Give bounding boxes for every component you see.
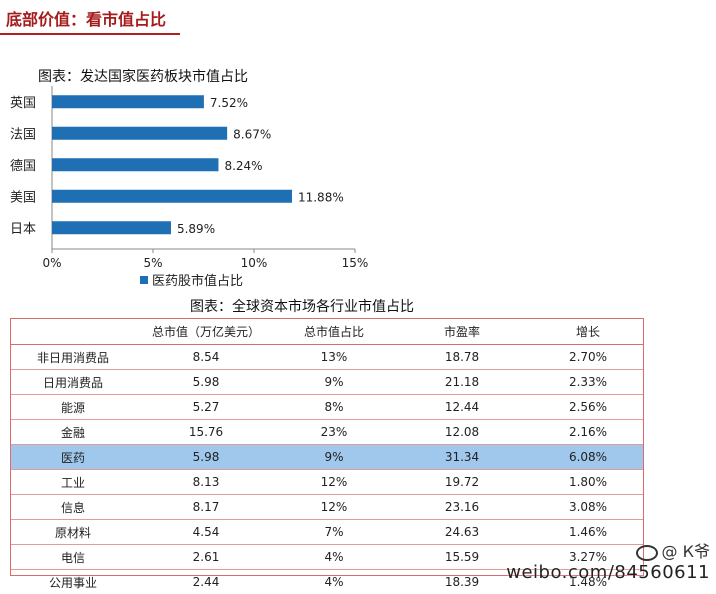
table-cell: 6.08% (532, 445, 644, 470)
watermark-handle-text: @ К爷 (662, 542, 710, 561)
table-cell: 信息 (10, 495, 136, 520)
table-cell: 8.54 (136, 345, 276, 370)
chart1-legend: 医药股市值占比 (140, 270, 243, 289)
table-cell: 15.76 (136, 420, 276, 445)
column-header: 市盈率 (392, 318, 532, 345)
table-cell: 5.98 (136, 445, 276, 470)
table-cell: 工业 (10, 470, 136, 495)
table-cell: 原材料 (10, 520, 136, 545)
table-cell: 非日用消费品 (10, 345, 136, 370)
table-cell: 5.98 (136, 370, 276, 395)
table-cell: 8.17 (136, 495, 276, 520)
table-cell: 4% (276, 545, 392, 570)
watermark-url: weibo.com/84560611 (506, 562, 710, 583)
table-cell: 5.27 (136, 395, 276, 420)
table-header-row: 总市值（万亿美元）总市值占比市盈率增长 (10, 318, 644, 345)
chart1-title: 图表：发达国家医药板块市值占比 (38, 66, 248, 86)
table-cell: 2.33% (532, 370, 644, 395)
table-cell: 12.44 (392, 395, 532, 420)
column-header: 总市值（万亿美元） (136, 318, 276, 345)
table-cell: 电信 (10, 545, 136, 570)
table-cell: 13% (276, 345, 392, 370)
table-cell: 23.16 (392, 495, 532, 520)
table-cell: 4% (276, 570, 392, 594)
table-title: 图表：全球资本市场各行业市值占比 (190, 296, 414, 316)
table-cell: 2.70% (532, 345, 644, 370)
table-cell: 公用事业 (10, 570, 136, 594)
weibo-icon (636, 545, 658, 561)
table-cell: 2.44 (136, 570, 276, 594)
watermark: @ К爷 weibo.com/84560611 (506, 538, 710, 583)
x-tick-label: 10% (241, 256, 268, 270)
table-cell: 8.13 (136, 470, 276, 495)
table-cell: 12.08 (392, 420, 532, 445)
x-tick-label: 15% (342, 256, 369, 270)
category-label: 日本 (10, 222, 36, 237)
table-cell: 2.16% (532, 420, 644, 445)
market-share-bar-chart: 英国 7.52% 法国 8.67% 德国 8.24% 美国 11.88% 日本 5.89% 0% 5%… (0, 86, 380, 271)
bar (52, 95, 204, 108)
bar (52, 127, 227, 140)
table-cell: 7% (276, 520, 392, 545)
bar (52, 190, 292, 203)
column-header: 增长 (532, 318, 644, 345)
table-cell: 日用消费品 (10, 370, 136, 395)
category-label: 美国 (10, 190, 36, 205)
value-label: 11.88% (298, 190, 344, 204)
table-cell: 8% (276, 395, 392, 420)
table-cell: 31.34 (392, 445, 532, 470)
x-tick-label: 5% (143, 256, 162, 270)
table-cell: 金融 (10, 420, 136, 445)
table-cell: 能源 (10, 395, 136, 420)
value-label: 8.24% (224, 159, 262, 173)
table-cell: 12% (276, 495, 392, 520)
value-label: 7.52% (210, 96, 248, 110)
table-cell: 18.78 (392, 345, 532, 370)
column-header: 总市值占比 (276, 318, 392, 345)
legend-label: 医药股市值占比 (152, 270, 243, 289)
table-cell: 2.61 (136, 545, 276, 570)
table-cell: 医药 (10, 445, 136, 470)
table-cell: 9% (276, 445, 392, 470)
legend-swatch (140, 276, 148, 284)
category-label: 法国 (10, 127, 36, 142)
category-label: 德国 (10, 159, 36, 174)
x-tick-label: 0% (42, 256, 61, 270)
category-label: 英国 (10, 96, 36, 111)
value-label: 5.89% (177, 222, 215, 236)
title-rule (0, 33, 180, 35)
table-cell: 19.72 (392, 470, 532, 495)
page-title: 底部价值：看市值占比 (6, 6, 166, 30)
bar (52, 158, 218, 171)
table-cell: 1.80% (532, 470, 644, 495)
table-cell: 12% (276, 470, 392, 495)
table-cell: 23% (276, 420, 392, 445)
value-label: 8.67% (233, 127, 271, 141)
table-cell: 21.18 (392, 370, 532, 395)
table-cell: 3.08% (532, 495, 644, 520)
table-cell: 9% (276, 370, 392, 395)
bar (52, 221, 171, 234)
column-header (10, 318, 136, 345)
table-cell: 2.56% (532, 395, 644, 420)
table-cell: 4.54 (136, 520, 276, 545)
watermark-handle: @ К爷 (506, 538, 710, 562)
